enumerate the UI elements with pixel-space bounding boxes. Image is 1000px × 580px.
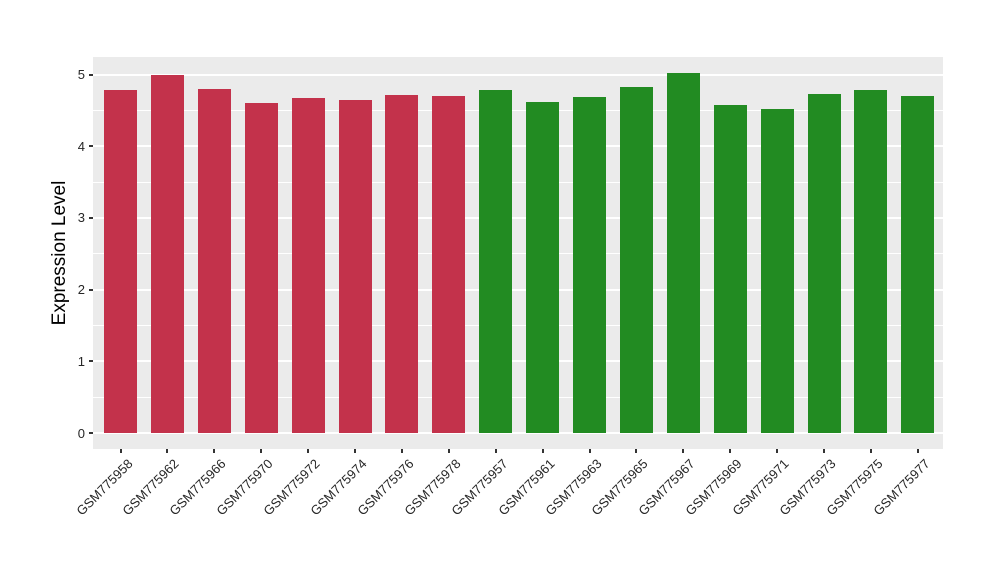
plot-panel [93, 57, 943, 449]
y-tick-mark [89, 360, 93, 363]
y-axis-title: Expression Level [49, 180, 70, 326]
bar-GSM775966 [197, 88, 231, 433]
y-tick-mark [89, 288, 93, 291]
x-tick-mark [354, 449, 356, 453]
gridline-major [93, 73, 943, 76]
y-tick-label: 2 [77, 282, 85, 298]
gridline-major [93, 360, 943, 363]
x-tick-mark [776, 449, 779, 453]
bar-GSM775969 [713, 104, 747, 433]
bar-GSM775963 [573, 96, 606, 433]
bar-GSM775972 [291, 98, 325, 433]
x-tick-mark [447, 449, 450, 453]
bar-GSM775974 [338, 100, 372, 433]
x-tick-mark [869, 449, 872, 453]
gridline-minor [93, 396, 943, 398]
gridline-minor [93, 253, 943, 255]
bar-GSM775971 [760, 108, 794, 433]
y-tick-label: 3 [77, 210, 85, 226]
x-tick-mark [400, 449, 403, 453]
y-tick-label: 4 [77, 138, 85, 154]
x-tick-mark [119, 449, 122, 453]
x-tick-mark [823, 449, 825, 453]
gridline-major [93, 216, 943, 219]
bar-GSM775958 [104, 90, 137, 433]
gridline-major [93, 145, 943, 148]
bar-GSM775973 [807, 93, 841, 433]
x-tick-mark [729, 449, 732, 453]
x-tick-mark [635, 449, 638, 453]
bar-GSM775978 [432, 96, 466, 433]
x-tick-mark [682, 449, 685, 453]
x-tick-mark [260, 449, 263, 453]
x-tick-mark [494, 449, 497, 453]
bar-GSM775977 [901, 96, 935, 433]
bar-GSM775957 [479, 90, 513, 433]
gridline-minor [93, 181, 943, 183]
x-tick-mark [166, 449, 169, 453]
y-tick-mark [89, 73, 93, 76]
bar-GSM775976 [385, 94, 419, 433]
bar-GSM775970 [244, 103, 278, 433]
gridline-major [93, 288, 943, 291]
x-tick-mark [307, 449, 310, 453]
y-tick-mark [89, 145, 93, 148]
x-tick-mark [541, 449, 544, 453]
x-tick-mark [588, 449, 591, 453]
gridline-minor [93, 109, 943, 111]
y-tick-label: 5 [77, 67, 85, 82]
y-tick-mark [89, 216, 93, 219]
bar-GSM775965 [619, 87, 653, 433]
bar-GSM775975 [854, 90, 888, 433]
bar-GSM775961 [526, 101, 560, 433]
x-tick-mark [213, 449, 216, 453]
gridline-minor [93, 324, 943, 326]
bar-GSM775962 [150, 74, 184, 433]
bar-GSM775967 [666, 73, 700, 433]
x-tick-mark [916, 449, 919, 453]
gridline-major [93, 432, 943, 434]
y-tick-mark [89, 432, 93, 434]
y-tick-label: 0 [77, 425, 85, 441]
y-tick-label: 1 [77, 353, 85, 369]
